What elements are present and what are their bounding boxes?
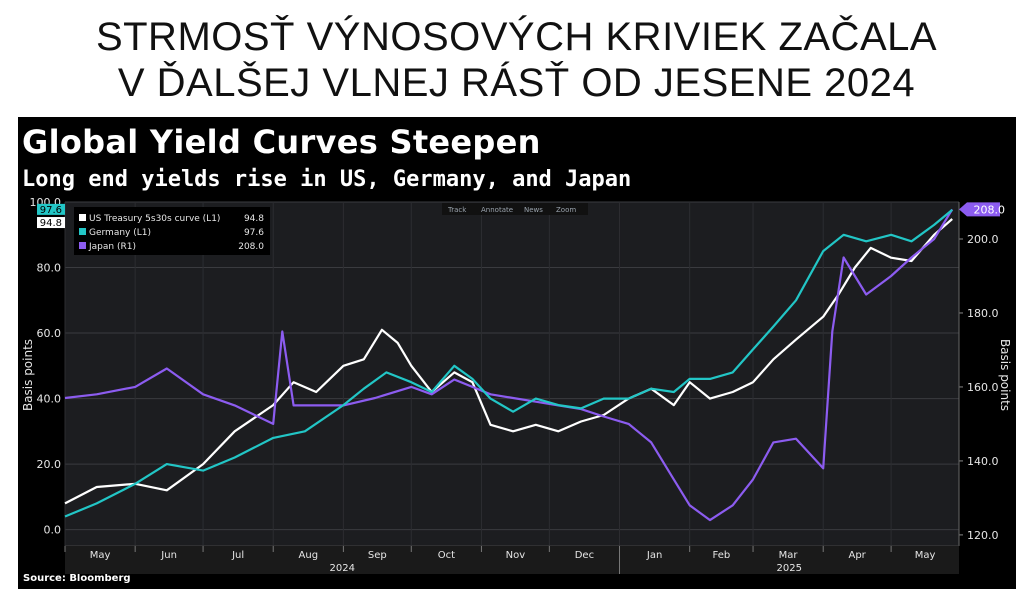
y-tick-right-2: 160.0 (967, 381, 999, 394)
y-tick-right-4: 200.0 (967, 233, 999, 246)
source-label: Source: Bloomberg (23, 573, 131, 584)
x-tick-label-3: Aug (299, 550, 319, 561)
chart-title: Global Yield Curves Steepen (22, 123, 541, 161)
y-tick-right-0: 120.0 (967, 529, 999, 542)
x-tick-label-1: Jun (160, 550, 177, 561)
plot-area (65, 202, 959, 546)
x-tick-label-2: Jul (231, 550, 244, 561)
value-tag-japan: 208.0 (974, 203, 1006, 216)
right-axis: 120.0 140.0 160.0 180.0 200.0 (958, 202, 999, 546)
x-tick-label-0: May (90, 550, 111, 561)
legend-label-japan: Japan (R1) (88, 242, 136, 252)
headline: STRMOSŤ VÝNOSOVÝCH KRIVIEK ZAČALA V ĎALŠ… (0, 14, 1033, 106)
x-tick-label-7: Dec (575, 550, 594, 561)
value-tag-germany: 97.6 (40, 205, 62, 216)
x-axis-band (65, 546, 959, 574)
grid-lines (64, 201, 959, 546)
series-line-1 (64, 209, 953, 518)
legend-swatch-us (79, 214, 86, 221)
headline-line-1: STRMOSŤ VÝNOSOVÝCH KRIVIEK ZAČALA (95, 15, 938, 59)
y-tick-right-3: 180.0 (967, 307, 999, 320)
y-tick-right-1: 140.0 (967, 455, 999, 468)
toolbar-annotate[interactable]: Annotate (481, 206, 513, 214)
legend-value-us: 94.8 (244, 214, 264, 224)
x-tick-label-6: Nov (506, 550, 526, 561)
x-year-label-0: 2024 (330, 563, 355, 574)
value-tags: 97.6 94.8 208.0 (37, 202, 1005, 229)
legend-label-us: US Treasury 5s30s curve (L1) (89, 214, 220, 224)
x-axis: May Jun Jul Aug Sep Oct Nov Dec Jan Feb Mar Apr May 2… (64, 546, 936, 574)
y-tick-left-4: 80.0 (37, 262, 62, 275)
series-lines (64, 208, 954, 522)
x-year-label-1: 2025 (777, 563, 802, 574)
value-tag-us: 94.8 (40, 218, 62, 229)
value-tag-japan-bg (959, 202, 1000, 217)
x-tick-label-11: Apr (848, 550, 866, 561)
y-tick-left-0: 0.0 (44, 524, 62, 537)
toolbar-track[interactable]: Track (447, 206, 467, 214)
value-tag-germany-bg (37, 203, 65, 215)
legend-value-japan: 208.0 (238, 242, 264, 252)
x-tick-label-5: Oct (438, 550, 455, 561)
value-tag-us-bg (37, 217, 65, 229)
toolbar-bg (442, 203, 588, 215)
legend: US Treasury 5s30s curve (L1) 94.8 German… (74, 207, 270, 255)
y-tick-left-3: 60.0 (37, 327, 62, 340)
legend-label-germany: Germany (L1) (89, 228, 151, 238)
headline-line-2: V ĎALŠEJ VLNEJ RÁSŤ OD JESENE 2024 (117, 61, 916, 105)
legend-value-germany: 97.6 (244, 228, 264, 238)
toolbar-zoom[interactable]: Zoom (556, 206, 576, 214)
series-line-0 (64, 218, 953, 505)
x-tick-label-10: Mar (779, 550, 799, 561)
x-tick-label-8: Jan (646, 550, 662, 561)
toolbar: Track Annotate News Zoom (442, 203, 588, 215)
x-tick-label-4: Sep (368, 550, 387, 561)
chart-subtitle: Long end yields rise in US, Germany, and… (22, 167, 632, 192)
y-axis-right-label: Basis points (998, 339, 1012, 411)
legend-swatch-japan (79, 242, 86, 249)
legend-swatch-germany (79, 228, 86, 235)
toolbar-news[interactable]: News (524, 206, 543, 214)
x-tick-label-9: Feb (712, 550, 730, 561)
y-tick-left-1: 20.0 (37, 458, 62, 471)
y-axis-left-label: Basis points (21, 339, 35, 411)
y-tick-left-2: 40.0 (37, 393, 62, 406)
x-tick-label-12: May (915, 550, 936, 561)
legend-box (74, 207, 270, 255)
